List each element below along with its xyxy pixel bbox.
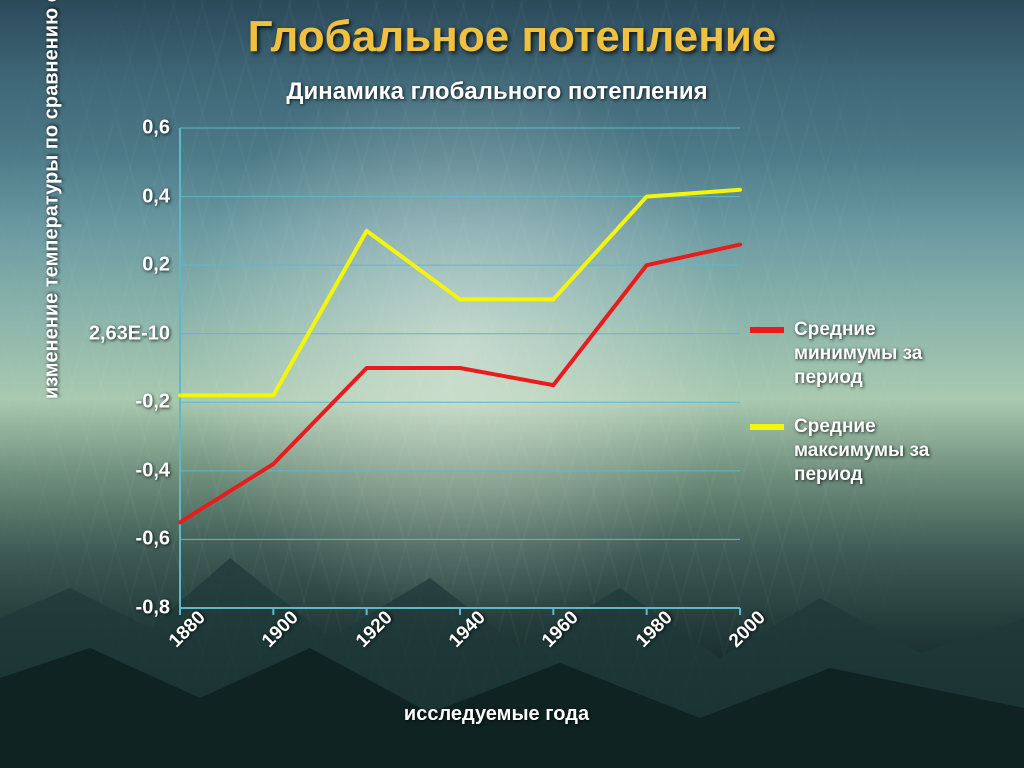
y-tick-label: -0,4	[136, 459, 170, 482]
x-tick-label: 1960	[538, 607, 583, 652]
y-tick-label: -0,2	[136, 391, 170, 414]
chart-subtitle: Динамика глобального потепления	[210, 78, 784, 106]
legend-swatch-0	[750, 327, 784, 333]
legend-label-1: Средние максимумы за период	[794, 415, 980, 486]
x-tick-label: 1920	[352, 607, 397, 652]
legend-item-1: Средние максимумы за период	[750, 415, 980, 486]
y-tick-label: 0,2	[142, 254, 170, 277]
plot-svg	[180, 128, 740, 608]
main-title: Глобальное потепление	[0, 12, 1024, 62]
plot-area: 0,60,40,22,63E-10-0,2-0,4-0,6-0,81880190…	[180, 128, 740, 608]
y-tick-label: 0,4	[142, 185, 170, 208]
legend-label-0: Средние минимумы за период	[794, 318, 980, 389]
slide: Глобальное потепление Динамика глобально…	[0, 0, 1024, 768]
x-tick-label: 1980	[632, 607, 677, 652]
legend: Средние минимумы за период Средние макси…	[750, 318, 980, 513]
y-tick-label: 0,6	[142, 117, 170, 140]
y-tick-label: -0,8	[136, 597, 170, 620]
series-line-1	[180, 190, 740, 396]
x-tick-label: 2000	[725, 607, 770, 652]
x-tick-label: 1900	[258, 607, 303, 652]
y-axis-label: изменение температуры по сравнению со ср…	[41, 0, 64, 399]
x-axis-label: исследуемые года	[404, 703, 589, 726]
legend-item-0: Средние минимумы за период	[750, 318, 980, 389]
legend-swatch-1	[750, 424, 784, 430]
y-tick-label: 2,63E-10	[89, 322, 170, 345]
x-tick-label: 1880	[165, 607, 210, 652]
chart-container: изменение температуры по сравнению со ср…	[60, 118, 970, 728]
x-tick-label: 1940	[445, 607, 490, 652]
series-line-0	[180, 245, 740, 523]
y-tick-label: -0,6	[136, 528, 170, 551]
